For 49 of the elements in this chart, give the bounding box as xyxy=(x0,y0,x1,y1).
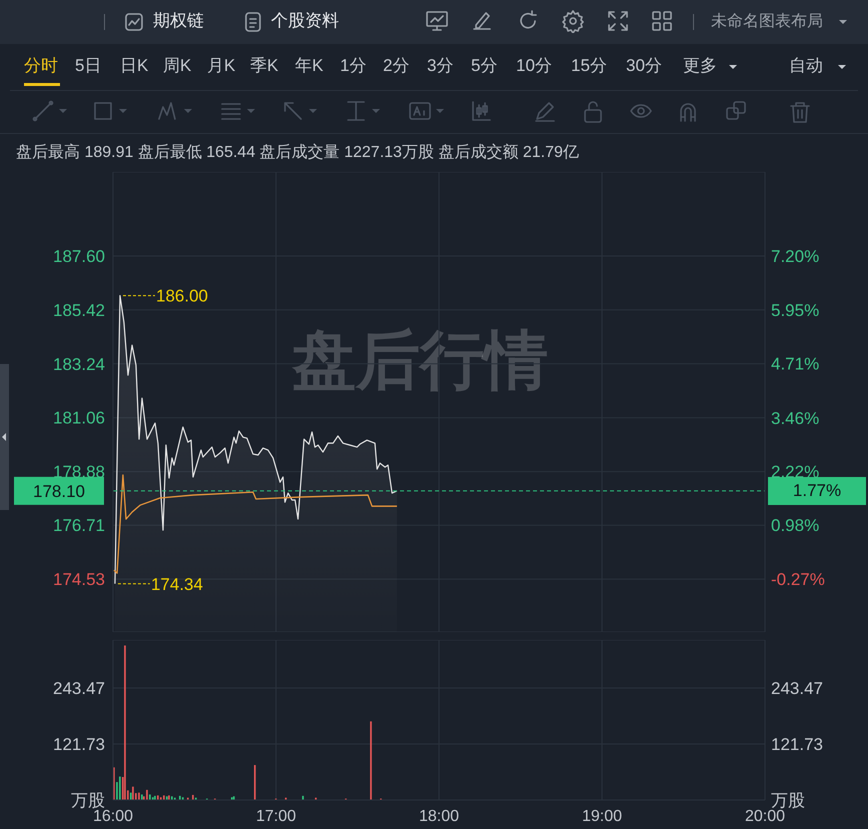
y2-tick-label: 4.71% xyxy=(771,354,820,374)
y-tick-label: 187.60 xyxy=(53,247,105,266)
x-tick-label: 17:00 xyxy=(256,808,296,825)
text: 3分 xyxy=(427,56,454,76)
text: 1分 xyxy=(340,56,366,76)
text: 5分 xyxy=(471,56,498,76)
line-series xyxy=(113,474,398,574)
y-tick-label: 185.42 xyxy=(53,300,105,320)
y-tick-label: 181.06 xyxy=(53,408,105,428)
y2-tick-label: 万股 xyxy=(771,791,805,810)
y2-tick-label: -0.27% xyxy=(771,570,825,590)
text: 15分 xyxy=(571,56,607,76)
y2-tick-label: 121.73 xyxy=(771,735,823,754)
text: 期权链 xyxy=(153,11,204,32)
text: 周K xyxy=(163,56,192,76)
text: 季K xyxy=(250,56,278,76)
y2-tick-label: 243.47 xyxy=(771,679,823,698)
text: 分时 xyxy=(24,56,58,76)
annotation: 186.00 xyxy=(156,286,208,306)
text: 2分 xyxy=(383,56,410,76)
y-tick-label: 121.73 xyxy=(53,735,105,754)
text: 日K xyxy=(120,56,148,76)
text: 更多 xyxy=(683,56,717,76)
y2-tick-label: 5.95% xyxy=(771,301,820,320)
text: 1.77% xyxy=(768,477,866,505)
chart-subtitle: 盘后最高 189.91 盘后最低 165.44 盘后成交量 1227.13万股 盘后成交额 21.79亿 xyxy=(16,142,579,163)
x-tick-label: 18:00 xyxy=(418,808,460,825)
text: 自动 xyxy=(789,56,823,76)
text: 5日 xyxy=(75,56,102,76)
text: 30分 xyxy=(626,56,662,76)
y-tick-label: 183.24 xyxy=(53,354,105,374)
text: 10分 xyxy=(516,56,552,76)
text: 月K xyxy=(207,56,236,76)
y2-tick-label: 0.98% xyxy=(771,516,820,536)
ref-line-label: 178.10 xyxy=(33,482,85,501)
text: 个股资料 xyxy=(271,11,339,32)
x-tick-label: 16:00 xyxy=(92,808,134,825)
text: 年K xyxy=(295,56,324,76)
y-tick-label: 万股 xyxy=(71,791,105,810)
y-tick-label: 176.71 xyxy=(53,516,105,536)
y2-tick-label: 7.20% xyxy=(771,246,820,266)
text: 未命名图表布局 xyxy=(711,12,823,32)
annotation: 174.34 xyxy=(150,574,203,594)
y2-tick-label: 3.46% xyxy=(771,408,820,428)
y-tick-label: 174.53 xyxy=(53,570,105,590)
y-tick-label: 178.88 xyxy=(53,462,105,482)
x-tick-label: 19:00 xyxy=(582,808,622,825)
x-tick-label: 20:00 xyxy=(744,808,786,825)
y-tick-label: 243.47 xyxy=(53,679,105,698)
